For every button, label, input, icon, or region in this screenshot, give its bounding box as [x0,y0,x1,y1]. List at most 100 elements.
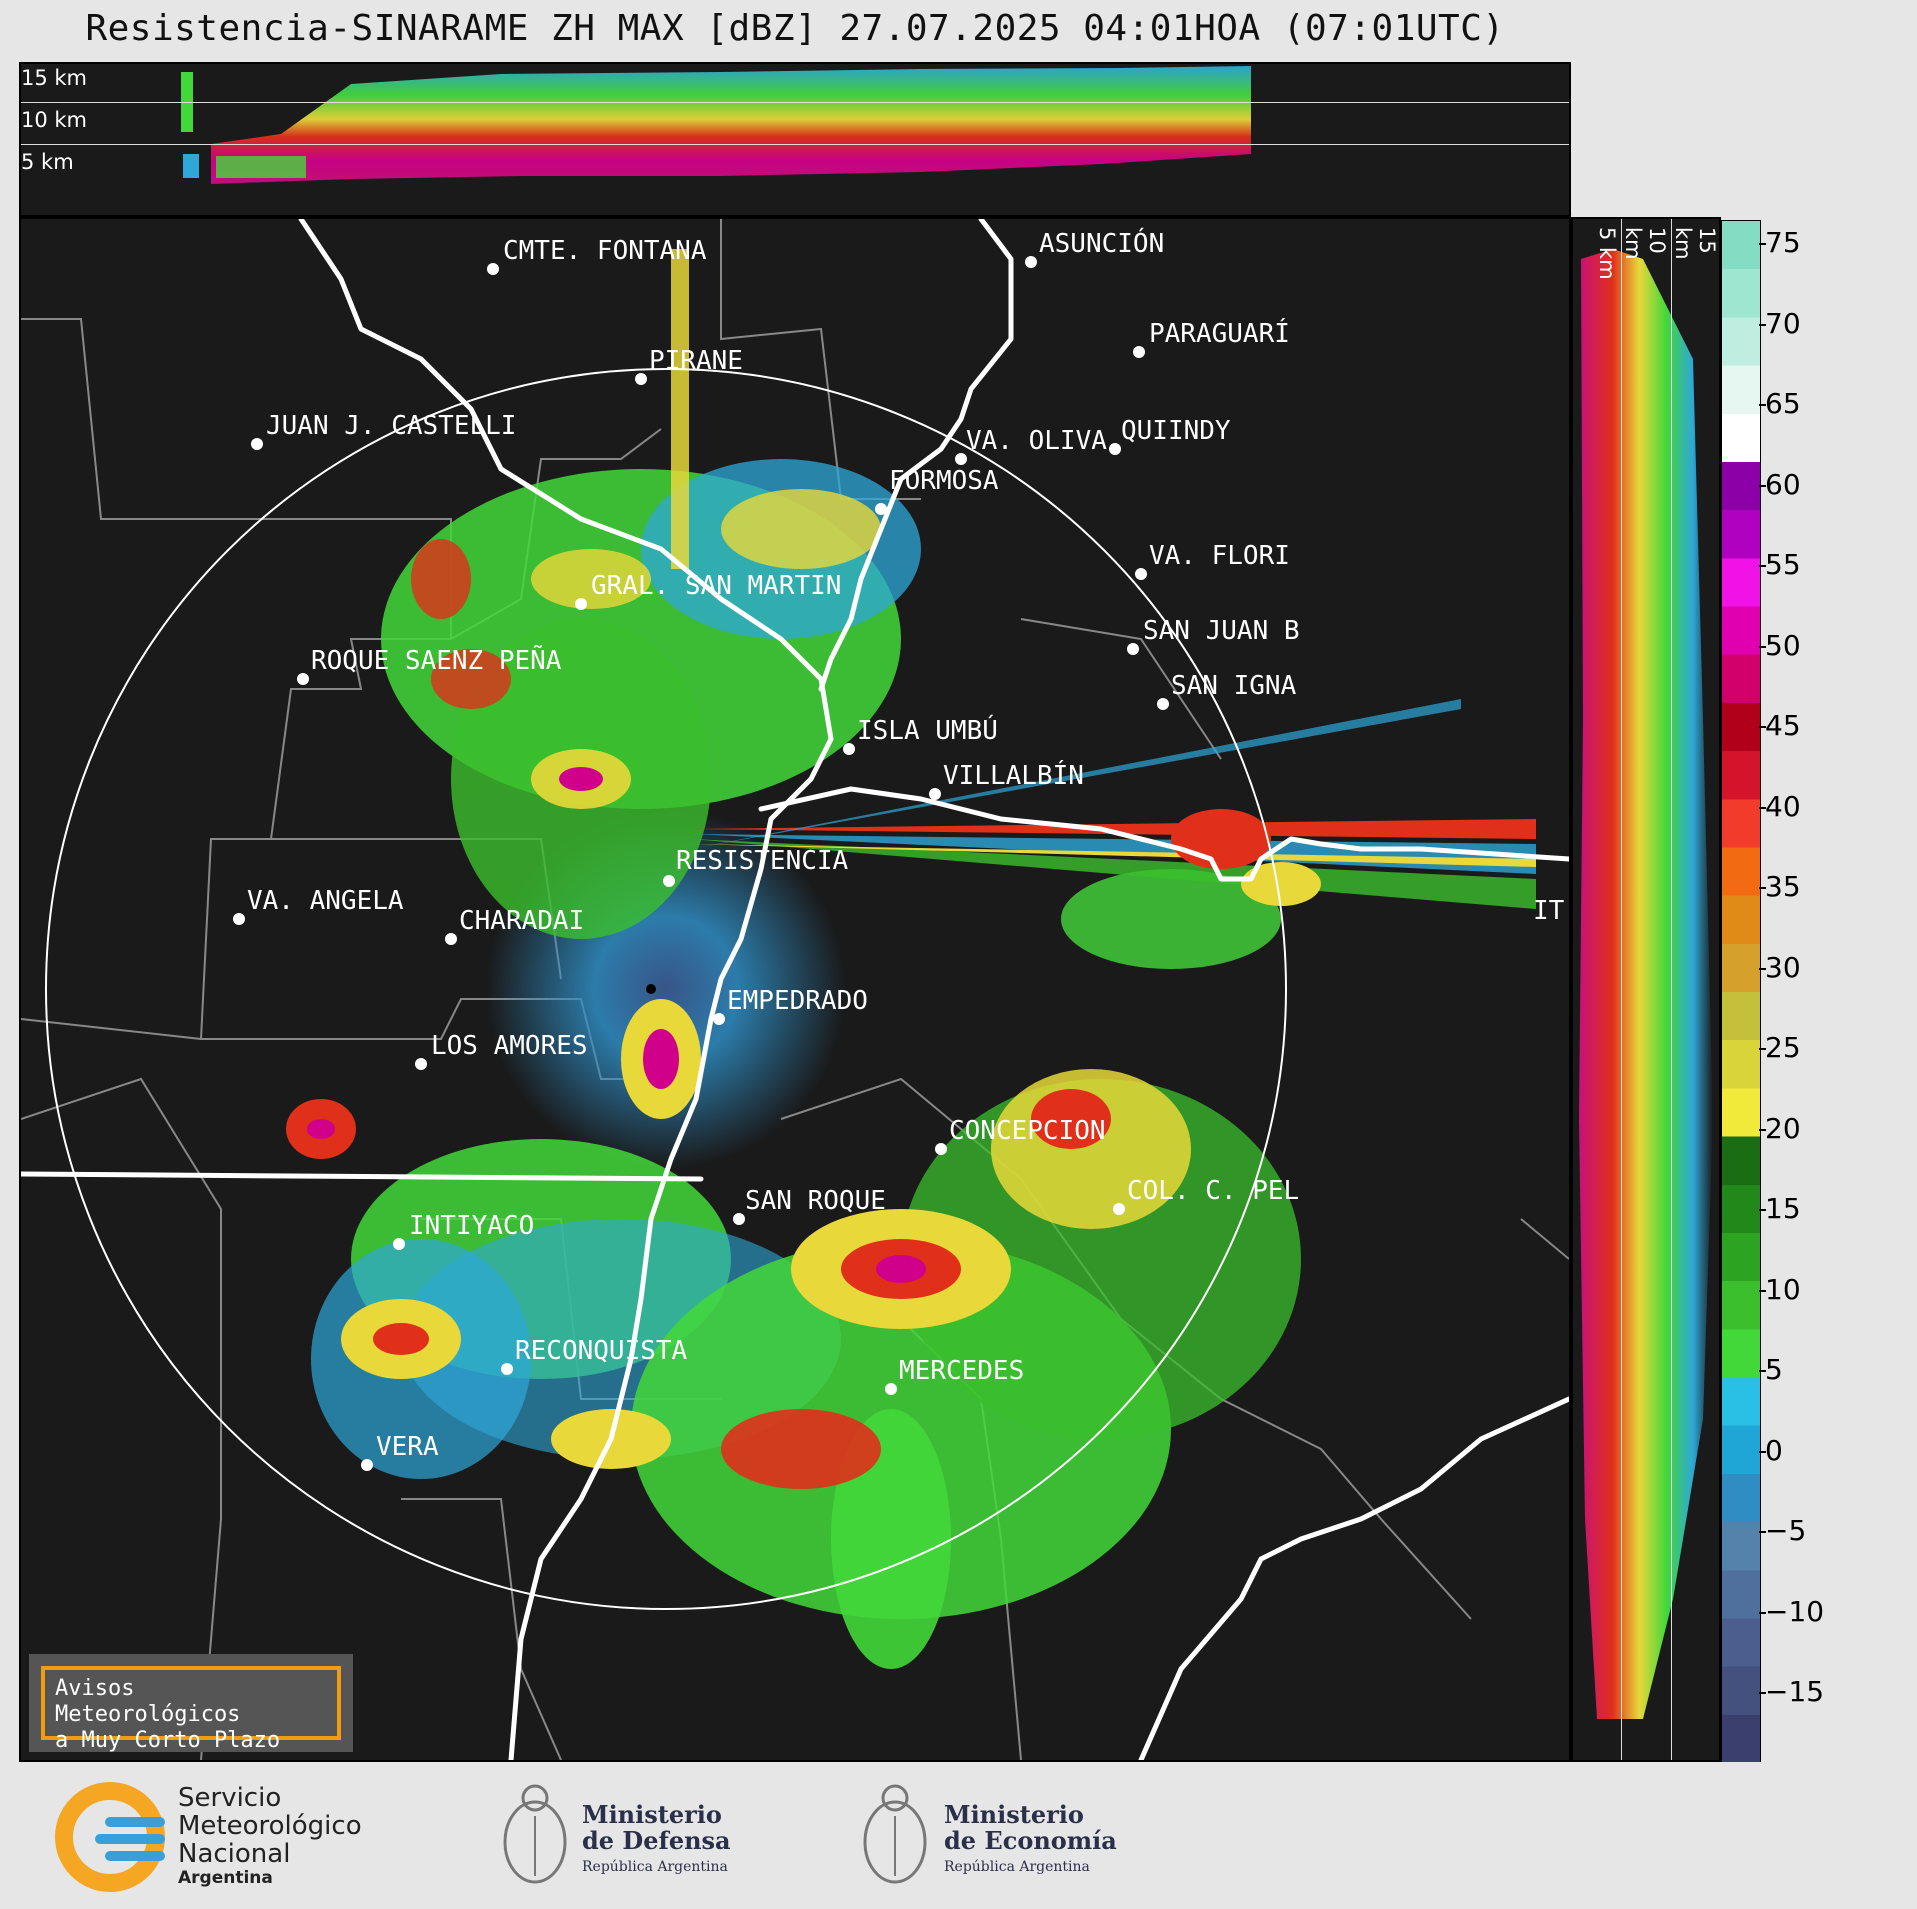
city-quiindy: QUIINDY [1121,416,1231,446]
top-cross-section-panel: 15 km 10 km 5 km [19,62,1571,217]
side-altitude-5km: 5 km [1595,227,1619,280]
city-intiyaco: INTIYACO [409,1211,534,1241]
colorbar-tick: 75 [1765,226,1801,259]
colorbar-tick: 35 [1765,870,1801,903]
city-pirane: PIRANE [649,346,743,376]
radar-echoes [286,249,1536,1669]
defensa-line-3: República Argentina [582,1859,728,1875]
side-altitude-10km: 10 km [1621,227,1669,260]
footer-logos: Servicio Meteorológico Nacional Argentin… [0,1762,1917,1909]
city-juan-j-castelli: JUAN J. CASTELLI [266,411,516,441]
city-va-flori: VA. FLORI [1149,541,1290,571]
colorbar-tick-mark [1759,1692,1766,1694]
city-labels: CMTE. FONTANA ASUNCIÓN PARAGUARÍ PIRANE … [233,227,1565,1471]
smn-line-3: Nacional [178,1839,291,1869]
colorbar-tick: 20 [1765,1111,1801,1145]
smn-line-1: Servicio [178,1783,282,1813]
colorbar-tick: 50 [1765,628,1801,662]
colorbar-tick-mark [1759,1531,1766,1533]
colorbar-tick: 45 [1765,709,1801,742]
city-charadai: CHARADAI [459,906,584,936]
defensa-line-1: Ministerio [582,1800,722,1829]
colorbar-tick: 5 [1765,1353,1783,1386]
city-concepcion: CONCEPCION [949,1116,1106,1146]
city-it: IT [1533,896,1565,926]
colorbar-tick-mark [1759,806,1766,809]
defensa-coat-of-arms-icon [503,1784,567,1884]
side-altitude-15km: 15 km [1671,227,1719,260]
colorbar-tick: 70 [1765,306,1801,340]
smn-line-2: Meteorológico [178,1811,362,1841]
city-gral-san-martin: GRAL. SAN MARTIN [591,571,841,601]
colorbar-tick: 0 [1765,1433,1783,1467]
economia-line-2: de Economía [944,1826,1117,1855]
defensa-line-2: de Defensa [582,1826,731,1855]
city-empedrado: EMPEDRADO [727,986,868,1016]
city-san-igna: SAN IGNA [1171,671,1297,701]
colorbar-tick-mark [1759,887,1766,889]
colorbar-tick: 55 [1765,548,1801,581]
city-isla-umbu: ISLA UMBÚ [857,714,998,746]
colorbar-tick-mark [1759,1128,1766,1131]
city-villalbin: VILLALBÍN [943,759,1084,791]
colorbar-tick-mark [1759,1048,1766,1050]
city-san-roque: SAN ROQUE [745,1186,886,1216]
altitude-label-15km: 15 km [21,66,88,90]
colorbar-tick-mark [1759,1450,1766,1453]
dbz-colorbar [1721,220,1761,1764]
city-reconquista: RECONQUISTA [515,1336,688,1366]
city-roque-saenz-pena: ROQUE SAENZ PEÑA [311,644,562,676]
smn-logo-icon [55,1782,165,1892]
city-paraguari: PARAGUARÍ [1149,317,1290,349]
city-resistencia: RESISTENCIA [676,846,849,876]
top-cross-section-echoes [181,66,1251,184]
altitude-label-10km: 10 km [21,108,88,132]
colorbar-tick-mark [1759,645,1766,648]
colorbar-tick-mark [1759,967,1766,970]
alert-line-2: a Muy Corto Plazo [55,1728,281,1753]
colorbar-tick-mark [1759,565,1766,567]
city-vera: VERA [376,1432,439,1462]
radar-map-panel: CMTE. FONTANA ASUNCIÓN PARAGUARÍ PIRANE … [19,217,1571,1762]
city-cmte-fontana: CMTE. FONTANA [503,236,707,266]
colorbar-tick: 30 [1765,950,1801,984]
colorbar-tick: −15 [1765,1675,1825,1708]
city-col-c-pel: COL. C. PEL [1127,1176,1299,1206]
city-formosa: FORMOSA [889,466,999,496]
colorbar-tick-mark [1759,1209,1766,1211]
colorbar-tick-mark [1759,243,1766,245]
alert-line-1: Avisos Meteorológicos [55,1676,241,1727]
colorbar-tick: 15 [1765,1192,1801,1225]
colorbar-tick-mark [1759,1611,1766,1614]
city-los-amores: LOS AMORES [431,1031,588,1061]
colorbar-tick-mark [1759,323,1766,326]
economia-coat-of-arms-icon [863,1784,927,1884]
colorbar-tick-mark [1759,1289,1766,1292]
radar-site [646,984,656,994]
map-title: Resistencia-SINARAME ZH MAX [dBZ] 27.07.… [85,8,1505,49]
colorbar-tick-mark [1759,1370,1766,1372]
colorbar-tick: 60 [1765,467,1801,501]
colorbar-tick: 40 [1765,789,1801,823]
rivers [21,219,1569,1760]
colorbar-tick: 65 [1765,387,1801,420]
city-va-oliva: VA. OLIVA [966,426,1107,456]
colorbar-tick-mark [1759,726,1766,728]
smn-line-4: Argentina [178,1868,273,1888]
colorbar-tick: −5 [1765,1514,1807,1547]
alert-box[interactable]: Avisos Meteorológicos a Muy Corto Plazo [29,1654,353,1753]
city-asuncion: ASUNCIÓN [1039,227,1164,259]
economia-line-3: República Argentina [944,1859,1090,1875]
range-ring [45,368,1287,1610]
colorbar-tick: 10 [1765,1272,1801,1306]
side-cross-section-panel: 5 km 10 km 15 km [1571,217,1721,1762]
altitude-label-5km: 5 km [21,150,74,174]
colorbar-tick: −10 [1765,1594,1825,1628]
city-san-juan-b: SAN JUAN B [1143,616,1300,646]
colorbar-tick-mark [1759,404,1766,406]
city-va-angela: VA. ANGELA [247,886,404,916]
colorbar-tick-mark [1759,484,1766,487]
side-cross-section-echoes [1579,249,1713,1719]
city-mercedes: MERCEDES [899,1356,1024,1386]
colorbar-tick: 25 [1765,1031,1801,1064]
